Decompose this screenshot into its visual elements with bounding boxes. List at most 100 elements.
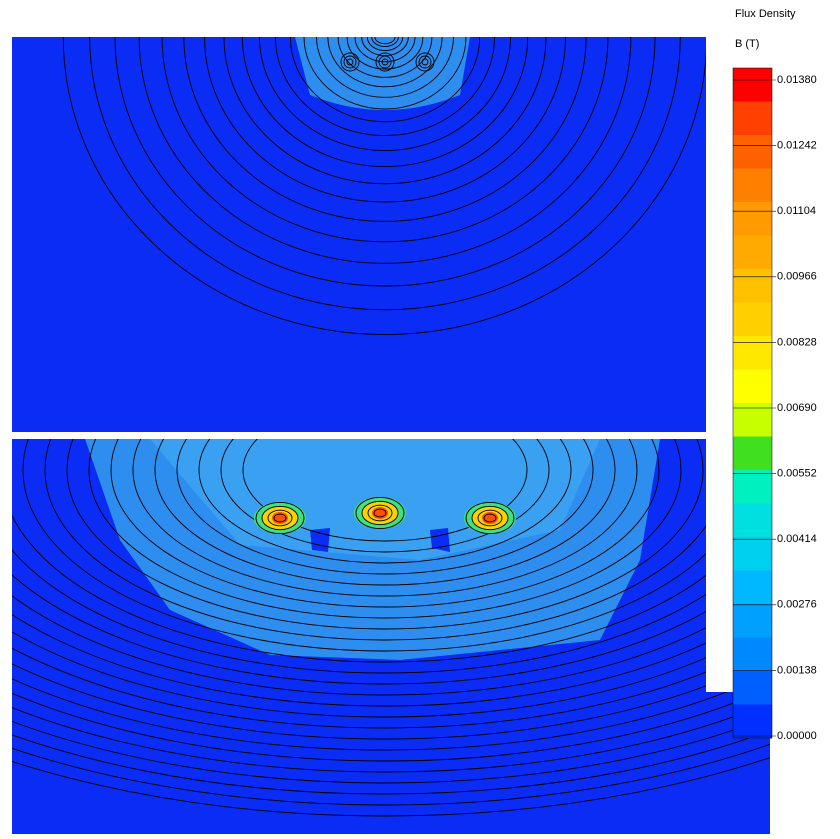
coil-contour [273, 513, 287, 523]
coil-contour [255, 501, 305, 535]
contour [154, 439, 616, 586]
coil-contour [367, 504, 393, 522]
coil-contour [421, 58, 429, 66]
color-band [733, 336, 772, 370]
contour [12, 605, 770, 707]
contour [89, 37, 681, 311]
contour [183, 37, 587, 222]
contour [12, 624, 770, 718]
coil-contour [378, 55, 392, 69]
coil-contour [343, 55, 357, 69]
tick-label: 0.00000 [777, 730, 817, 742]
contour [12, 756, 770, 817]
coil-contour [465, 501, 515, 535]
tick-label: 0.00552 [777, 468, 817, 480]
contour [62, 37, 706, 335]
coil-contour [375, 52, 395, 72]
color-band [733, 671, 772, 705]
contour [12, 743, 770, 806]
contour [374, 37, 396, 45]
contour [12, 585, 770, 696]
color-band [733, 604, 772, 638]
contour [12, 702, 770, 773]
color-band [733, 235, 772, 270]
contour [327, 37, 443, 88]
tick-label: 0.01104 [777, 205, 816, 217]
coil-contour [361, 500, 399, 526]
contour [176, 439, 594, 575]
color-band [733, 436, 772, 471]
coil-contour [381, 58, 389, 66]
contour [220, 439, 550, 553]
coil-contour [483, 513, 497, 523]
coil-contour [477, 509, 503, 527]
color-band [733, 537, 772, 571]
tick-label: 0.00828 [777, 336, 817, 348]
contour [241, 37, 529, 168]
contour [12, 672, 770, 751]
contour [303, 37, 467, 110]
contour [12, 730, 770, 795]
contour [275, 37, 495, 137]
contour [366, 37, 404, 51]
color-band [733, 68, 772, 102]
contour [259, 37, 511, 151]
coil-contour [415, 52, 435, 72]
color-band [733, 168, 772, 203]
coil-contour [373, 508, 387, 518]
contour [289, 37, 481, 123]
contour [346, 37, 424, 70]
tick-label: 0.00966 [777, 271, 817, 283]
coil-contour [355, 496, 405, 530]
top-plot [12, 37, 706, 432]
contour [223, 37, 547, 185]
color-band [733, 302, 772, 337]
tick-label: 0.01242 [777, 140, 817, 152]
contour [132, 439, 638, 597]
bottom-plot [12, 439, 770, 834]
coil-contour [418, 55, 432, 69]
contour [161, 37, 609, 243]
color-band [733, 570, 772, 605]
coil-contour [346, 58, 354, 66]
coil-contour [340, 52, 360, 72]
coil-contour [261, 505, 299, 531]
contour [88, 439, 682, 619]
coil-contour [267, 509, 293, 527]
contour [12, 716, 770, 784]
contour [12, 641, 770, 729]
legend-unit: B (T) [735, 38, 759, 50]
coil-contour [471, 505, 509, 531]
tick-label: 0.00690 [777, 402, 817, 414]
color-band [733, 101, 772, 136]
color-band [733, 637, 772, 672]
color-band [733, 503, 772, 538]
color-band [733, 403, 772, 437]
contour [138, 37, 632, 264]
color-bar-frame [732, 67, 773, 739]
contour [242, 439, 528, 542]
color-band [733, 369, 772, 404]
tick-label: 0.00138 [777, 664, 817, 676]
legend-title: Flux Density [735, 8, 796, 20]
tick-label: 0.01380 [777, 74, 817, 86]
contour [354, 37, 416, 63]
color-band [733, 470, 772, 504]
contour [66, 439, 704, 630]
color-band [733, 202, 772, 236]
contour [114, 37, 656, 287]
contour [12, 657, 770, 740]
tick-label: 0.00414 [777, 533, 817, 545]
contour [12, 562, 770, 685]
legend-panel [706, 0, 840, 692]
color-band [733, 704, 772, 739]
color-band [733, 135, 772, 169]
contour [204, 37, 566, 203]
contour [337, 37, 433, 78]
contour [110, 439, 660, 608]
contour [12, 533, 770, 674]
contour [12, 687, 770, 762]
contour [198, 439, 572, 564]
contour [371, 37, 399, 48]
